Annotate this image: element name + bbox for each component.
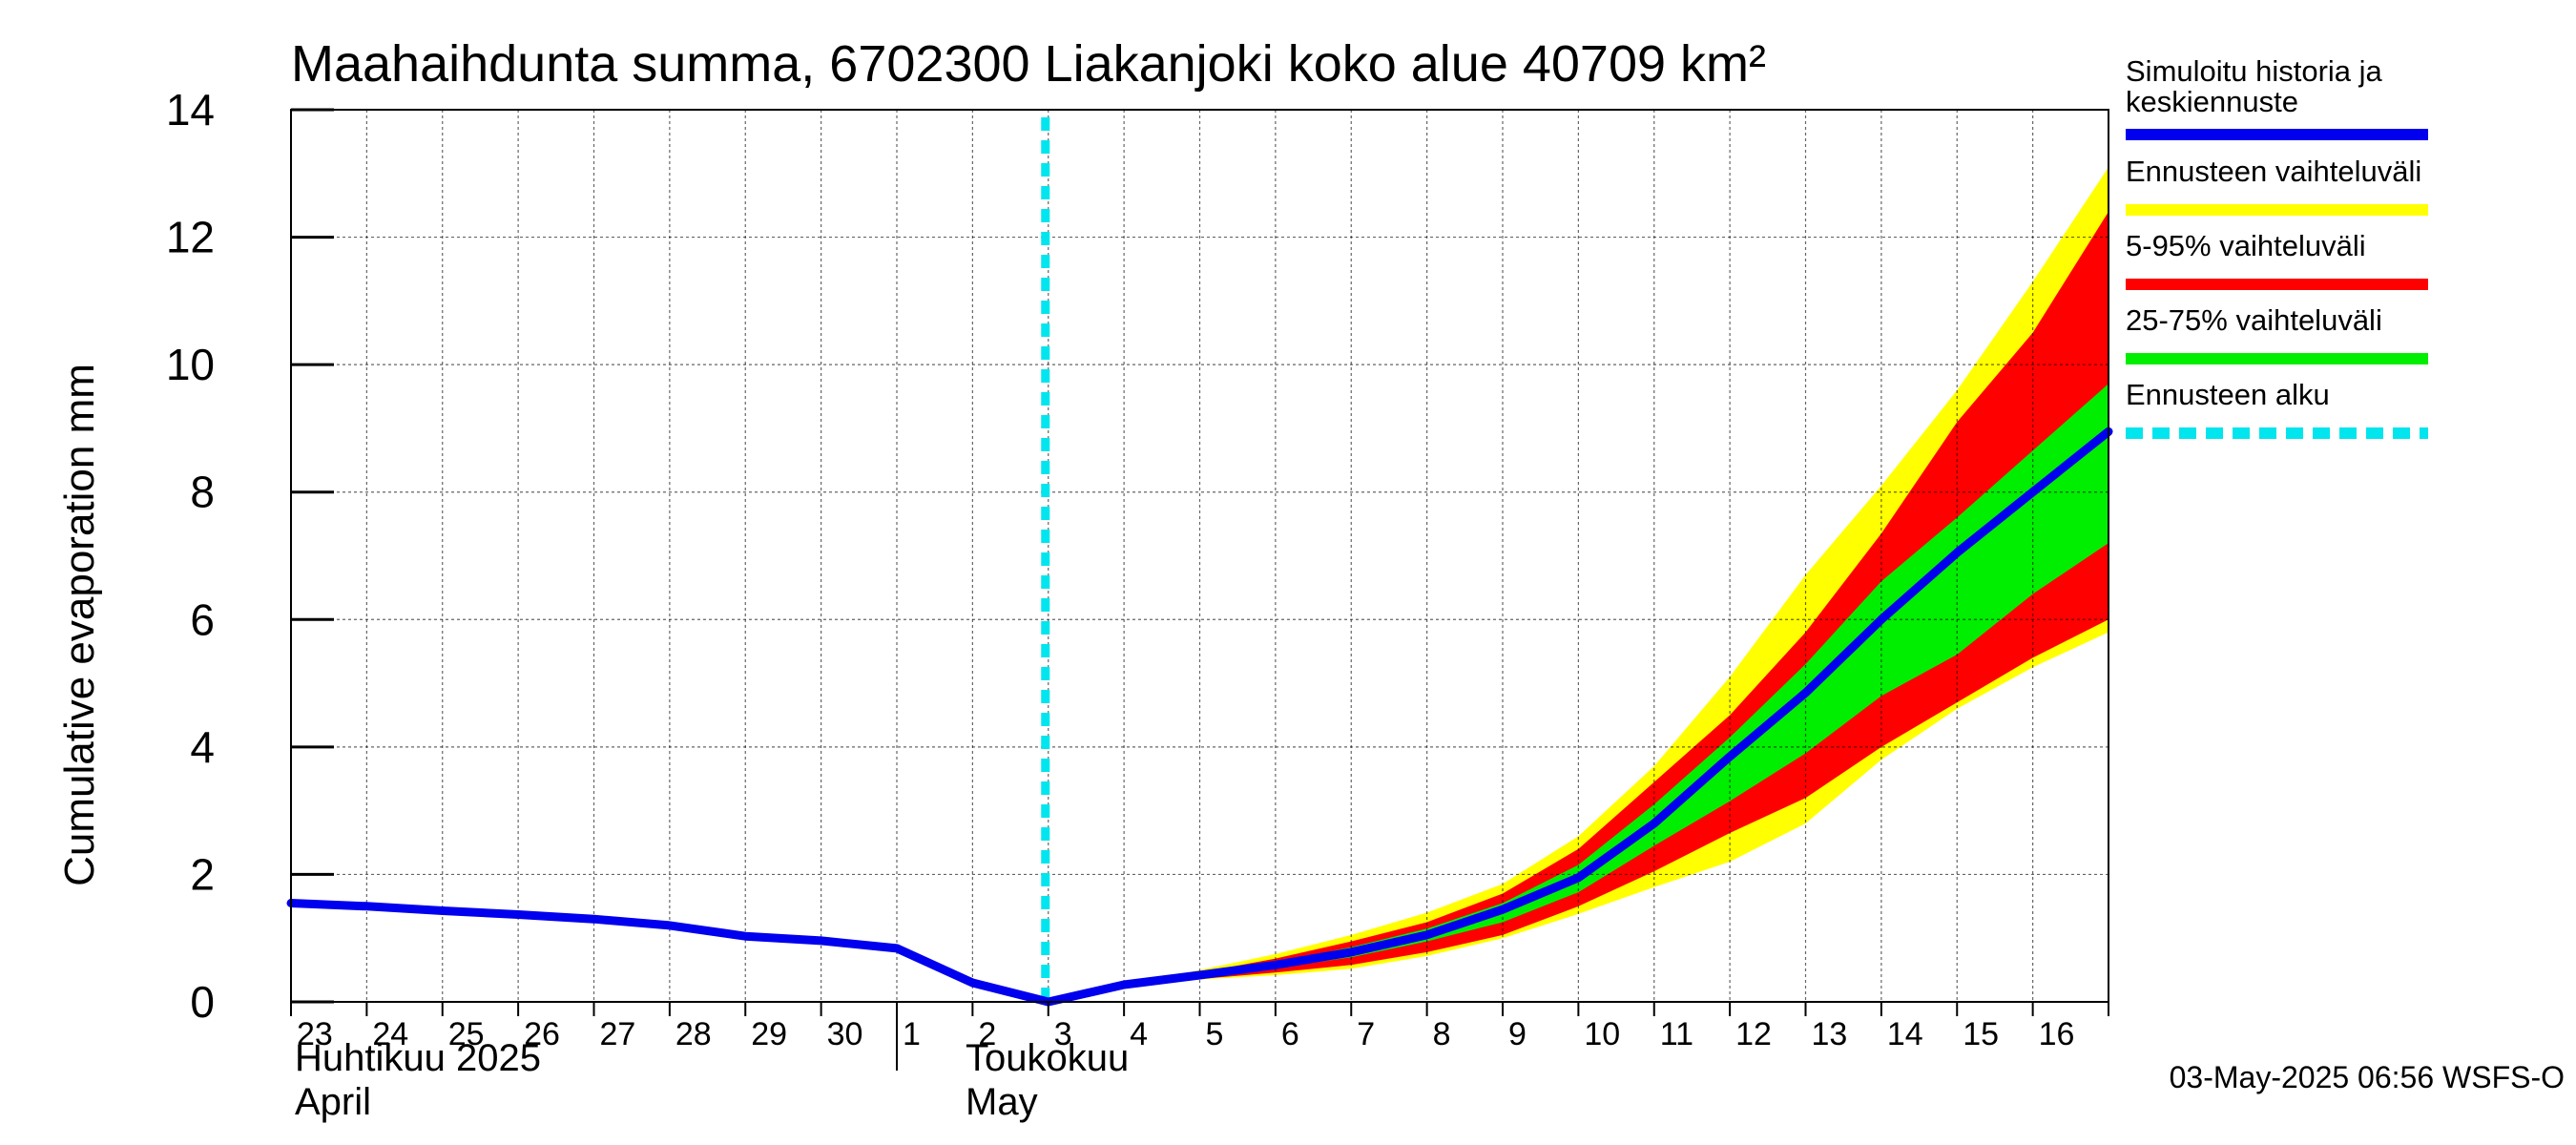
x-tick-label: 25 [448, 1016, 485, 1052]
month-label-line2: May [966, 1081, 1038, 1123]
x-tick-label: 24 [372, 1016, 408, 1052]
band-2 [1124, 384, 2109, 985]
x-tick-label: 26 [524, 1016, 560, 1052]
forecast-bands [1124, 167, 2109, 986]
x-tick-label: 28 [675, 1016, 712, 1052]
y-tick-label: 6 [190, 594, 215, 644]
footer-timestamp: 03-May-2025 06:56 WSFS-O [2170, 1060, 2565, 1094]
y-tick-label: 4 [190, 722, 215, 772]
legend-label: Ennusteen alku [2126, 378, 2330, 411]
month-label-line1: Toukokuu [966, 1037, 1129, 1079]
x-tick-label: 13 [1812, 1016, 1848, 1052]
x-tick-label: 8 [1433, 1016, 1451, 1052]
x-tick-label: 5 [1206, 1016, 1224, 1052]
y-tick-label: 0 [190, 977, 215, 1027]
x-tick-label: 29 [751, 1016, 787, 1052]
x-tick-label: 11 [1660, 1016, 1693, 1052]
x-tick-label: 15 [1963, 1016, 1999, 1052]
y-tick-label: 14 [166, 85, 215, 135]
y-tick-label: 10 [166, 340, 215, 389]
legend-label: keskiennuste [2126, 85, 2298, 118]
x-tick-label: 4 [1130, 1016, 1148, 1052]
x-tick-label: 6 [1281, 1016, 1299, 1052]
y-tick-label: 8 [190, 468, 215, 517]
legend-label: 5-95% vaihteluväli [2126, 229, 2366, 262]
legend-label: Ennusteen vaihteluväli [2126, 155, 2421, 188]
month-label-line1: Huhtikuu 2025 [295, 1037, 541, 1079]
x-tick-label: 1 [903, 1016, 921, 1052]
x-tick-label: 2 [978, 1016, 996, 1052]
y-tick-label: 12 [166, 213, 215, 262]
x-tick-label: 23 [297, 1016, 333, 1052]
chart-title: Maahaihdunta summa, 6702300 Liakanjoki k… [291, 35, 1766, 93]
month-label-line2: April [295, 1081, 371, 1123]
series-line-0 [286, 427, 2113, 1007]
x-tick-label: 7 [1357, 1016, 1375, 1052]
x-tick-label: 12 [1735, 1016, 1772, 1052]
y-axis-label: Cumulative evaporation mm [56, 364, 103, 886]
x-tick-label: 27 [600, 1016, 636, 1052]
x-tick-label: 16 [2039, 1016, 2075, 1052]
x-tick-label: 14 [1887, 1016, 1923, 1052]
legend-label: 25-75% vaihteluväli [2126, 303, 2382, 337]
x-tick-label: 30 [827, 1016, 863, 1052]
legend-label: Simuloitu historia ja [2126, 54, 2383, 88]
x-tick-label: 3 [1054, 1016, 1072, 1052]
axes [290, 108, 2109, 1071]
x-tick-label: 9 [1508, 1016, 1527, 1052]
series-lines [286, 427, 2113, 1007]
x-tick-label: 10 [1584, 1016, 1620, 1052]
y-tick-label: 2 [190, 849, 215, 899]
